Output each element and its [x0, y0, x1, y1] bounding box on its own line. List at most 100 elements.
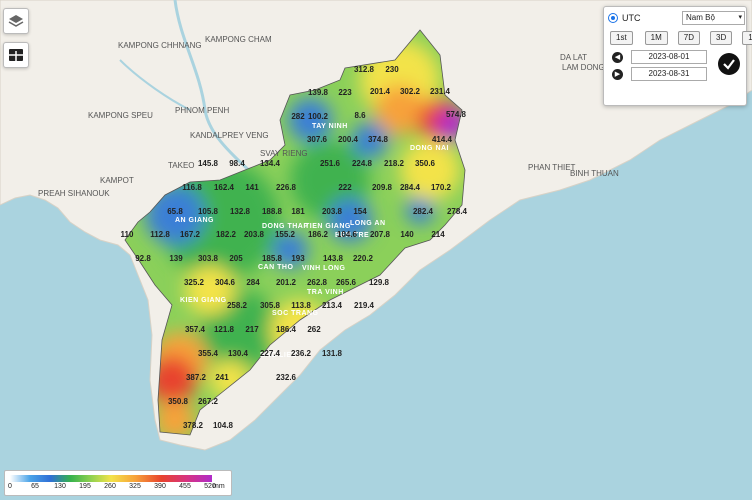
- station-value[interactable]: 303.8: [198, 254, 219, 263]
- region-select[interactable]: Nam Bộ ▾: [682, 11, 745, 25]
- station-value[interactable]: 140: [400, 230, 414, 239]
- station-value[interactable]: 209.8: [372, 183, 393, 192]
- station-value[interactable]: 387.2: [186, 373, 207, 382]
- station-value[interactable]: 224.8: [352, 159, 373, 168]
- next-date-icon[interactable]: ▶: [612, 68, 623, 80]
- station-value[interactable]: 98.4: [229, 159, 245, 168]
- apply-button[interactable]: [718, 53, 740, 75]
- station-value[interactable]: 121.8: [214, 325, 235, 334]
- station-value[interactable]: 134.4: [260, 159, 281, 168]
- layers-button[interactable]: [3, 8, 29, 34]
- station-value[interactable]: 414.4: [432, 135, 453, 144]
- station-value[interactable]: 170.2: [431, 183, 452, 192]
- station-value[interactable]: 201.2: [276, 278, 297, 287]
- station-value[interactable]: 231.4: [430, 87, 451, 96]
- station-value[interactable]: 284: [246, 278, 260, 287]
- station-value[interactable]: 218.2: [384, 159, 405, 168]
- station-value[interactable]: 201.4: [370, 87, 391, 96]
- station-value[interactable]: 251.6: [320, 159, 341, 168]
- station-value[interactable]: 305.8: [260, 301, 281, 310]
- station-value[interactable]: 232.6: [276, 373, 297, 382]
- station-value[interactable]: 350.6: [415, 159, 436, 168]
- station-value[interactable]: 207.8: [370, 230, 391, 239]
- station-value[interactable]: 92.8: [135, 254, 151, 263]
- station-value[interactable]: 113.8: [291, 301, 311, 310]
- prev-date-icon[interactable]: ◀: [612, 51, 623, 63]
- range-button-7d[interactable]: 7D: [677, 31, 701, 45]
- station-value[interactable]: 282: [291, 112, 305, 121]
- start-date-field[interactable]: 2023-08-01: [631, 50, 707, 64]
- station-value[interactable]: 230: [385, 65, 399, 74]
- station-value[interactable]: 282.4: [413, 207, 434, 216]
- station-value[interactable]: 325.2: [184, 278, 205, 287]
- station-value[interactable]: 302.2: [400, 87, 421, 96]
- station-value[interactable]: 203.8: [244, 230, 265, 239]
- utc-option[interactable]: UTC: [608, 13, 641, 23]
- station-value[interactable]: 130.4: [228, 349, 249, 358]
- station-value[interactable]: 181: [291, 207, 305, 216]
- station-value[interactable]: 219.4: [354, 301, 375, 310]
- station-value[interactable]: 185.8: [262, 254, 283, 263]
- station-value[interactable]: 213.4: [322, 301, 343, 310]
- station-value[interactable]: 241: [215, 373, 229, 382]
- station-value[interactable]: 258.2: [227, 301, 248, 310]
- station-value[interactable]: 307.6: [307, 135, 328, 144]
- station-value[interactable]: 112.8: [150, 230, 170, 239]
- station-value[interactable]: 217: [245, 325, 259, 334]
- station-value[interactable]: 350.8: [168, 397, 189, 406]
- station-value[interactable]: 223: [338, 88, 352, 97]
- station-value[interactable]: 220.2: [353, 254, 374, 263]
- station-value[interactable]: 65.8: [167, 207, 183, 216]
- station-value[interactable]: 222: [338, 183, 352, 192]
- station-value[interactable]: 139: [169, 254, 183, 263]
- station-value[interactable]: 355.4: [198, 349, 219, 358]
- station-value[interactable]: 214: [431, 230, 445, 239]
- station-value[interactable]: 188.8: [262, 207, 283, 216]
- station-value[interactable]: 226.8: [276, 183, 297, 192]
- station-value[interactable]: 236.2: [291, 349, 312, 358]
- station-value[interactable]: 162.4: [214, 183, 235, 192]
- station-value[interactable]: 186.4: [276, 325, 297, 334]
- station-value[interactable]: 105.8: [198, 207, 219, 216]
- station-value[interactable]: 193: [291, 254, 305, 263]
- station-value[interactable]: 200.4: [338, 135, 359, 144]
- station-value[interactable]: 574.8: [446, 110, 467, 119]
- station-value[interactable]: 110: [121, 230, 134, 239]
- station-value[interactable]: 131.8: [322, 349, 343, 358]
- table-view-button[interactable]: [3, 42, 29, 68]
- station-value[interactable]: 100.2: [308, 112, 329, 121]
- station-value[interactable]: 304.6: [215, 278, 236, 287]
- station-value[interactable]: 167.2: [180, 230, 201, 239]
- station-value[interactable]: 155.2: [275, 230, 296, 239]
- station-value[interactable]: 278.4: [447, 207, 468, 216]
- end-date-field[interactable]: 2023-08-31: [631, 67, 707, 81]
- station-value[interactable]: 205: [229, 254, 243, 263]
- station-value[interactable]: 186.2: [308, 230, 329, 239]
- range-button-1d[interactable]: 1D: [742, 31, 752, 45]
- station-value[interactable]: 116.8: [182, 183, 202, 192]
- station-value[interactable]: 145.8: [198, 159, 219, 168]
- range-button-1m[interactable]: 1M: [644, 31, 668, 45]
- station-value[interactable]: 143.8: [323, 254, 344, 263]
- station-value[interactable]: 104.8: [213, 421, 234, 430]
- station-value[interactable]: 312.8: [354, 65, 375, 74]
- station-value[interactable]: 129.8: [369, 278, 390, 287]
- station-value[interactable]: 265.6: [336, 278, 357, 287]
- station-value[interactable]: 374.8: [368, 135, 389, 144]
- station-value[interactable]: 154: [353, 207, 367, 216]
- station-value[interactable]: 139.8: [308, 88, 329, 97]
- station-value[interactable]: 141: [245, 183, 259, 192]
- station-value[interactable]: 203.8: [322, 207, 343, 216]
- range-button-1st[interactable]: 1st: [610, 31, 633, 45]
- station-value[interactable]: 262: [307, 325, 321, 334]
- station-value[interactable]: 8.6: [354, 111, 366, 120]
- station-value[interactable]: 284.4: [400, 183, 421, 192]
- station-value[interactable]: 132.8: [230, 207, 251, 216]
- range-button-3d[interactable]: 3D: [710, 31, 733, 45]
- station-value[interactable]: 357.4: [185, 325, 206, 334]
- station-value[interactable]: 378.2: [183, 421, 204, 430]
- radio-icon[interactable]: [608, 13, 618, 23]
- station-value[interactable]: 182.2: [216, 230, 237, 239]
- station-value[interactable]: 227.4: [260, 349, 281, 358]
